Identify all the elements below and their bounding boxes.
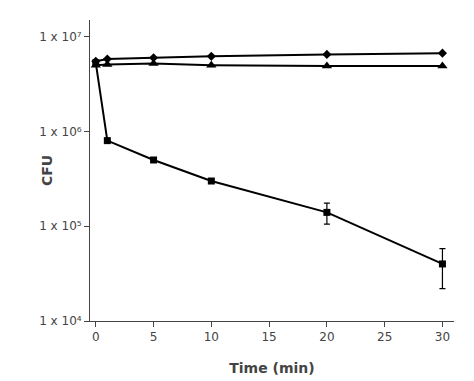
svg-text:20: 20 bbox=[319, 330, 334, 344]
svg-text:15: 15 bbox=[261, 330, 276, 344]
svg-text:5: 5 bbox=[150, 330, 158, 344]
svg-text:1 x 10⁵: 1 x 10⁵ bbox=[39, 219, 82, 233]
svg-text:0: 0 bbox=[92, 330, 100, 344]
svg-text:10: 10 bbox=[204, 330, 219, 344]
svg-text:1 x 10⁷: 1 x 10⁷ bbox=[39, 30, 82, 44]
svg-text:Time (min): Time (min) bbox=[229, 360, 314, 376]
svg-text:30: 30 bbox=[435, 330, 450, 344]
svg-text:1 x 10⁶: 1 x 10⁶ bbox=[39, 125, 82, 139]
svg-text:1 x 10⁴: 1 x 10⁴ bbox=[39, 314, 82, 328]
svg-text:CFU: CFU bbox=[39, 155, 55, 186]
svg-text:25: 25 bbox=[377, 330, 392, 344]
